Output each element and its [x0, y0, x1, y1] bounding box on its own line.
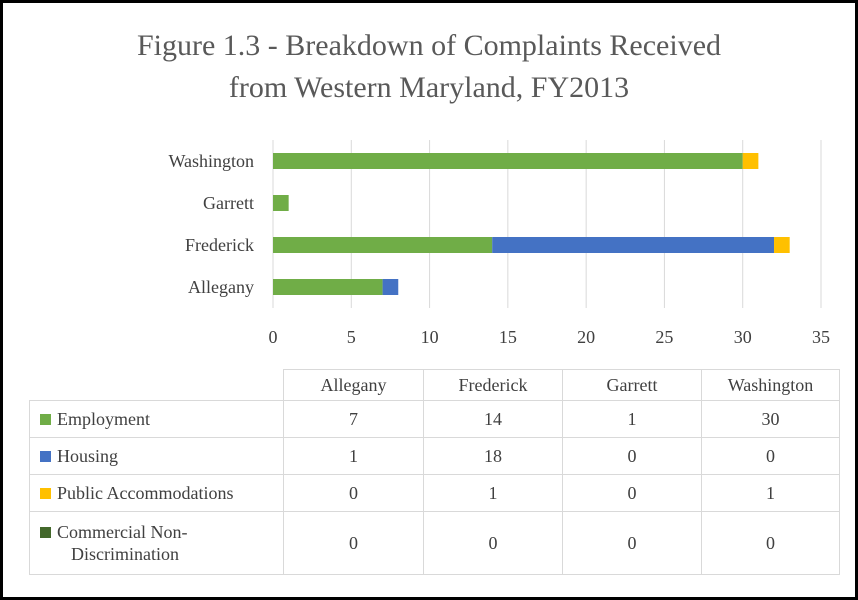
commercial-non-discrimination-swatch-icon: [40, 527, 51, 538]
table-corner-cell: [29, 369, 284, 401]
table-row: Housing 1 18 0 0: [29, 437, 840, 475]
table-header-cell: Allegany: [283, 369, 424, 401]
table-cell: 1: [283, 437, 424, 475]
bar-segment: [382, 279, 399, 295]
bar-segment: [273, 237, 493, 253]
x-tick-label: 30: [734, 327, 752, 347]
table-cell: 7: [283, 400, 424, 438]
table-header-cell: Frederick: [423, 369, 563, 401]
data-table: Allegany Frederick Garrett Washington Em…: [29, 369, 840, 575]
x-tick-label: 20: [577, 327, 595, 347]
x-tick-label: 35: [812, 327, 830, 347]
series-label-cell: Employment: [29, 400, 284, 438]
bar-segment: [742, 153, 759, 169]
bar-segment: [273, 195, 289, 211]
chart-title-line-2: from Western Maryland, FY2013: [228, 71, 630, 104]
chart-title: Figure 1.3 - Breakdown of Complaints Rec…: [3, 25, 855, 109]
table-row: Employment 7 14 1 30: [29, 400, 840, 438]
bar-segment: [273, 153, 743, 169]
public-accommodations-swatch-icon: [40, 488, 51, 499]
bar-chart: 0 5 10 15 20 25 30 35 Allegany Frederick Garrett Wa…: [168, 140, 830, 347]
y-category-label: Garrett: [203, 193, 254, 213]
y-category-label: Washington: [168, 151, 254, 171]
series-label-cell: Commercial Non-Discrimination: [29, 511, 284, 575]
table-cell: 0: [701, 511, 840, 575]
table-cell: 1: [701, 474, 840, 512]
table-header-row: Allegany Frederick Garrett Washington: [29, 369, 840, 401]
axis-labels: 0 5 10 15 20 25 30 35 Allegany Frederick Garrett Wa…: [168, 151, 830, 347]
bar-segment: [774, 237, 790, 253]
series-label: Housing: [57, 446, 119, 466]
x-tick-label: 25: [655, 327, 673, 347]
table-cell: 0: [562, 511, 702, 575]
table-row: Commercial Non-Discrimination 0 0 0 0: [29, 511, 840, 575]
table-cell: 14: [423, 400, 563, 438]
y-category-label: Allegany: [188, 277, 254, 297]
employment-swatch-icon: [40, 414, 51, 425]
table-cell: 0: [283, 474, 424, 512]
series-label: Employment: [57, 409, 150, 429]
table-cell: 0: [562, 474, 702, 512]
bar-segment: [492, 237, 775, 253]
x-tick-label: 0: [269, 327, 278, 347]
series-label-cell: Public Accommodations: [29, 474, 284, 512]
table-cell: 1: [423, 474, 563, 512]
table-cell: 0: [423, 511, 563, 575]
chart-title-line-1: Figure 1.3 - Breakdown of Complaints Rec…: [136, 29, 722, 62]
x-tick-label: 15: [499, 327, 517, 347]
table-cell: 1: [562, 400, 702, 438]
table-cell: 18: [423, 437, 563, 475]
x-tick-label: 10: [421, 327, 439, 347]
table-cell: 30: [701, 400, 840, 438]
table-header-cell: Garrett: [562, 369, 702, 401]
y-category-label: Frederick: [185, 235, 254, 255]
series-label-cell: Housing: [29, 437, 284, 475]
table-header-cell: Washington: [701, 369, 840, 401]
series-label: Public Accommodations: [57, 483, 234, 503]
housing-swatch-icon: [40, 451, 51, 462]
table-row: Public Accommodations 0 1 0 1: [29, 474, 840, 512]
table-cell: 0: [283, 511, 424, 575]
bars: [273, 153, 790, 295]
table-cell: 0: [562, 437, 702, 475]
table-cell: 0: [701, 437, 840, 475]
series-label: Commercial Non-Discrimination: [57, 522, 188, 564]
x-tick-label: 5: [347, 327, 356, 347]
bar-segment: [273, 279, 383, 295]
